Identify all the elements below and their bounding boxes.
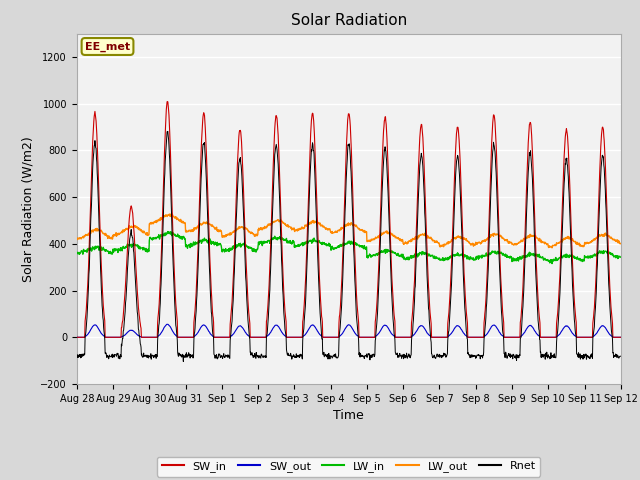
X-axis label: Time: Time xyxy=(333,409,364,422)
Legend: SW_in, SW_out, LW_in, LW_out, Rnet: SW_in, SW_out, LW_in, LW_out, Rnet xyxy=(157,457,540,477)
Title: Solar Radiation: Solar Radiation xyxy=(291,13,407,28)
Text: EE_met: EE_met xyxy=(85,41,130,52)
Y-axis label: Solar Radiation (W/m2): Solar Radiation (W/m2) xyxy=(22,136,35,282)
